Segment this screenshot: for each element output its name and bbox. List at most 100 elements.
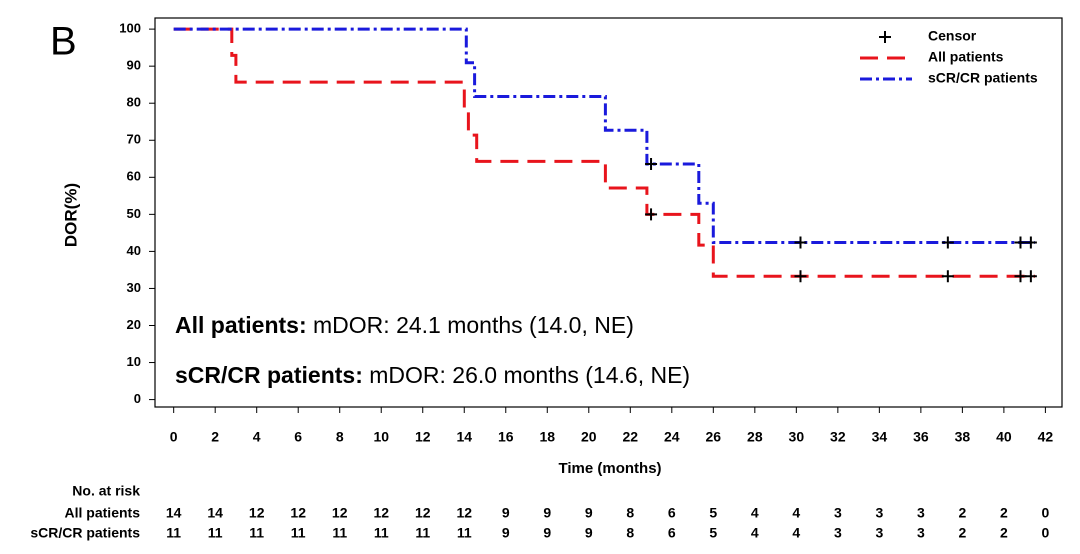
censor-mark — [794, 270, 807, 283]
y-tick-label: 80 — [127, 95, 141, 110]
risk-count: 12 — [373, 505, 389, 521]
x-tick-label: 28 — [747, 429, 763, 445]
risk-count: 9 — [585, 505, 593, 521]
x-tick-label: 22 — [623, 429, 639, 445]
risk-count: 4 — [751, 525, 759, 541]
risk-count: 11 — [291, 525, 306, 541]
legend-label: sCR/CR patients — [928, 70, 1038, 86]
risk-count: 2 — [1000, 525, 1008, 541]
y-tick-label: 70 — [127, 132, 141, 147]
censor-mark — [1024, 270, 1037, 283]
x-tick-label: 42 — [1038, 429, 1054, 445]
x-tick-label: 32 — [830, 429, 846, 445]
x-tick-label: 30 — [789, 429, 805, 445]
risk-count: 12 — [332, 505, 348, 521]
risk-row-label: All patients — [65, 505, 141, 521]
survival-curve — [173, 27, 1035, 278]
x-tick-label: 38 — [955, 429, 971, 445]
annotation: sCR/CR patients: mDOR: 26.0 months (14.6… — [175, 362, 690, 388]
risk-count: 14 — [166, 505, 182, 521]
x-tick-label: 36 — [913, 429, 929, 445]
risk-count: 11 — [374, 525, 389, 541]
x-tick-label: 14 — [456, 429, 472, 445]
x-tick-label: 10 — [373, 429, 389, 445]
x-tick-label: 6 — [294, 429, 302, 445]
risk-count: 11 — [415, 525, 430, 541]
x-tick-label: 16 — [498, 429, 514, 445]
annotation-text: mDOR: 24.1 months (14.0, NE) — [307, 312, 634, 338]
legend-label: Censor — [928, 28, 977, 44]
risk-count: 6 — [668, 525, 676, 541]
risk-count: 2 — [958, 525, 966, 541]
risk-count: 9 — [543, 525, 551, 541]
risk-count: 8 — [626, 525, 634, 541]
x-tick-label: 2 — [211, 429, 219, 445]
risk-row-label: sCR/CR patients — [30, 525, 140, 541]
censor-mark — [1014, 270, 1027, 283]
y-tick-label: 20 — [127, 317, 141, 332]
legend-marker — [879, 31, 891, 43]
x-tick-label: 18 — [539, 429, 555, 445]
x-tick-label: 34 — [872, 429, 888, 445]
x-tick-label: 40 — [996, 429, 1012, 445]
risk-count: 3 — [834, 525, 842, 541]
risk-count: 4 — [751, 505, 759, 521]
risk-count: 0 — [1041, 525, 1049, 541]
annotation-bold: sCR/CR patients: — [175, 362, 363, 388]
risk-count: 3 — [875, 505, 883, 521]
censor-mark — [1014, 236, 1027, 249]
risk-count: 12 — [456, 505, 472, 521]
x-tick-label: 0 — [170, 429, 178, 445]
x-tick-label: 4 — [253, 429, 261, 445]
risk-count: 9 — [585, 525, 593, 541]
annotation-text: mDOR: 26.0 months (14.6, NE) — [363, 362, 690, 388]
risk-count: 4 — [792, 505, 800, 521]
censor-mark — [645, 157, 658, 170]
risk-count: 9 — [502, 505, 510, 521]
risk-count: 3 — [917, 525, 925, 541]
risk-table-title: No. at risk — [72, 483, 140, 499]
y-axis-label: DOR(%) — [61, 183, 80, 247]
y-tick-label: 0 — [134, 391, 141, 406]
censor-mark — [941, 236, 954, 249]
censor-mark — [941, 270, 954, 283]
x-tick-label: 24 — [664, 429, 680, 445]
censor-mark — [1024, 236, 1037, 249]
y-tick-label: 100 — [119, 21, 141, 36]
x-tick-label: 12 — [415, 429, 431, 445]
risk-count: 4 — [792, 525, 800, 541]
risk-count: 2 — [1000, 505, 1008, 521]
risk-count: 9 — [502, 525, 510, 541]
risk-count: 11 — [249, 525, 264, 541]
x-axis-label: Time (months) — [558, 460, 661, 477]
risk-count: 6 — [668, 505, 676, 521]
y-tick-label: 50 — [127, 206, 141, 221]
risk-count: 11 — [208, 525, 223, 541]
risk-count: 5 — [709, 505, 717, 521]
risk-count: 3 — [875, 525, 883, 541]
risk-count: 12 — [249, 505, 265, 521]
x-tick-label: 26 — [706, 429, 722, 445]
plot-frame — [154, 17, 1063, 408]
risk-count: 9 — [543, 505, 551, 521]
y-tick-label: 90 — [127, 58, 141, 73]
censor-mark — [645, 208, 658, 221]
risk-count: 14 — [207, 505, 223, 521]
annotation: All patients: mDOR: 24.1 months (14.0, N… — [175, 312, 634, 338]
risk-count: 8 — [626, 505, 634, 521]
risk-count: 11 — [166, 525, 181, 541]
risk-count: 12 — [415, 505, 431, 521]
risk-count: 0 — [1041, 505, 1049, 521]
risk-count: 12 — [290, 505, 306, 521]
risk-count: 3 — [917, 505, 925, 521]
risk-count: 11 — [332, 525, 347, 541]
y-tick-label: 40 — [127, 243, 141, 258]
legend-label: All patients — [928, 49, 1004, 65]
y-tick-label: 60 — [127, 169, 141, 184]
survival-curve — [173, 27, 1035, 244]
y-tick-label: 10 — [127, 354, 141, 369]
risk-count: 11 — [457, 525, 472, 541]
x-tick-label: 8 — [336, 429, 344, 445]
annotation-bold: All patients: — [175, 312, 307, 338]
